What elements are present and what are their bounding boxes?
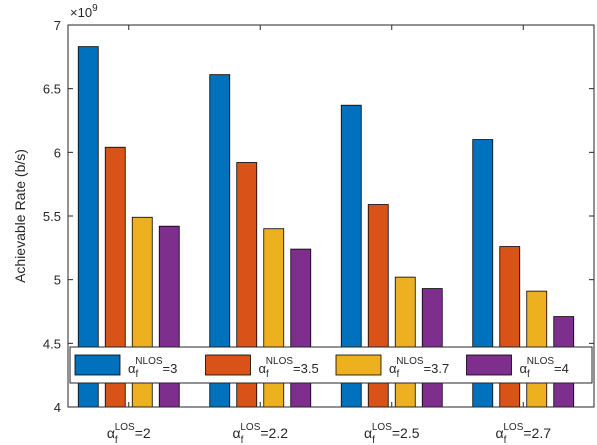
y-tick-label: 4	[54, 400, 61, 415]
bar	[394, 276, 416, 408]
x-tick-label-sup: LOS	[240, 422, 260, 433]
y-axis-exponent-power: 9	[92, 3, 98, 14]
x-tick-label-sub: f	[241, 435, 244, 445]
y-tick-label: 5	[54, 273, 61, 288]
legend-label-sub: f	[527, 369, 530, 380]
y-axis-label: Achievable Rate (b/s)	[12, 149, 28, 283]
legend-label: αf NLOS=3.5	[259, 356, 319, 380]
y-tick-label: 4.5	[43, 336, 61, 351]
legend-label: αf NLOS=3	[128, 356, 177, 380]
legend-swatch	[205, 354, 251, 376]
x-tick-label-sub: f	[372, 435, 375, 445]
y-tick-label: 5.5	[43, 209, 61, 224]
x-tick-label-value: =2	[135, 425, 151, 441]
legend-label: αf NLOS=3.7	[389, 356, 449, 380]
legend-label: αf NLOS=4	[520, 356, 569, 380]
legend-swatch	[335, 354, 382, 376]
x-tick-label-symbol: α	[232, 425, 240, 441]
legend-label-value: =3	[163, 361, 178, 376]
legend-label-symbol: α	[259, 361, 267, 376]
legend-label-sub: f	[136, 369, 139, 380]
y-axis: 4 4.5 5 5.5 6 6.5 7	[43, 18, 594, 415]
y-tick-label: 7	[54, 18, 61, 33]
legend: αfNLOS=3 αfNLOS=3.5 αfNLOS=3.7 αfNLOS=4	[69, 346, 593, 384]
legend-label-value: =3.7	[424, 361, 450, 376]
legend-label-value: =3.5	[293, 361, 319, 376]
x-tick-label: αf LOS=2	[107, 422, 151, 445]
legend-label-symbol: α	[389, 361, 397, 376]
y-tick-label: 6.5	[43, 82, 61, 97]
x-tick-label-sup: LOS	[115, 422, 135, 433]
legend-label-symbol: α	[128, 361, 136, 376]
legend-label-value: =4	[554, 361, 569, 376]
x-tick-label-symbol: α	[107, 425, 115, 441]
y-axis-exponent: ×109	[70, 3, 98, 20]
x-axis: αfLOS=2 αfLOS=2.2 αfLOS=2.5 αfLOS=2.7	[107, 25, 551, 445]
legend-label-sup: NLOS	[527, 356, 555, 367]
legend-swatch	[74, 354, 121, 376]
y-tick-label: 6	[54, 145, 61, 160]
legend-label-sup: NLOS	[135, 356, 163, 367]
x-tick-label-sub: f	[504, 435, 507, 445]
x-tick-label-value: =2.2	[260, 425, 288, 441]
x-tick-label-sub: f	[115, 435, 118, 445]
x-tick-label-symbol: α	[364, 425, 372, 441]
x-tick-label: αf LOS=2.5	[364, 422, 420, 445]
x-tick-label-value: =2.7	[523, 425, 551, 441]
x-tick-label-value: =2.5	[392, 425, 420, 441]
x-tick-label-sup: LOS	[372, 422, 392, 433]
y-axis-exponent-base: ×10	[70, 5, 92, 20]
x-tick-label: αf LOS=2.2	[232, 422, 288, 445]
legend-swatch	[466, 354, 512, 376]
x-tick-label-symbol: α	[495, 425, 503, 441]
legend-label-sub: f	[266, 369, 269, 380]
x-tick-label-sup: LOS	[503, 422, 523, 433]
x-tick-label: αf LOS=2.7	[495, 422, 551, 445]
legend-label-sup: NLOS	[396, 356, 424, 367]
legend-label-symbol: α	[520, 361, 528, 376]
legend-label-sub: f	[397, 369, 400, 380]
legend-label-sup: NLOS	[266, 356, 294, 367]
